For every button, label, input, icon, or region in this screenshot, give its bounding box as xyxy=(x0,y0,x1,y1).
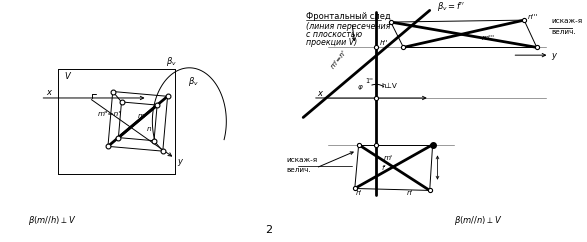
Text: m: m xyxy=(138,113,145,120)
Text: h⊥V: h⊥V xyxy=(382,83,398,89)
Text: 2: 2 xyxy=(265,225,273,235)
Text: велич.: велич. xyxy=(286,167,311,173)
Text: $\varphi$: $\varphi$ xyxy=(357,83,364,92)
Text: n': n' xyxy=(407,190,414,196)
Text: $\beta_v$: $\beta_v$ xyxy=(166,55,177,68)
Text: x: x xyxy=(46,88,50,97)
Text: m''': m''' xyxy=(481,35,495,41)
Text: m'=n': m'=n' xyxy=(330,49,348,69)
Text: y: y xyxy=(551,51,556,60)
Text: V: V xyxy=(65,72,70,81)
Text: x: x xyxy=(317,89,322,98)
Text: n''': n''' xyxy=(528,14,539,20)
Text: $\beta_v=f''$: $\beta_v=f''$ xyxy=(437,0,465,13)
Text: h': h' xyxy=(355,190,362,196)
Text: $\beta_v$: $\beta_v$ xyxy=(188,75,198,88)
Text: с плоскостью: с плоскостью xyxy=(306,30,362,39)
Text: $\beta(m//h)\perp V$: $\beta(m//h)\perp V$ xyxy=(28,214,76,227)
Text: y: y xyxy=(177,157,182,166)
Text: искаж-я: искаж-я xyxy=(286,157,318,163)
Text: $\beta(m//n)\perp V$: $\beta(m//n)\perp V$ xyxy=(454,214,502,227)
Text: проекции V): проекции V) xyxy=(306,38,357,47)
Text: искаж-я: искаж-я xyxy=(551,18,582,24)
Text: n: n xyxy=(147,126,152,132)
Text: h'': h'' xyxy=(380,39,388,45)
Text: велич.: велич. xyxy=(551,29,576,35)
Text: m': m' xyxy=(383,155,393,161)
Text: m"=n": m"=n" xyxy=(98,111,123,117)
Text: (линия пересечения: (линия пересечения xyxy=(306,23,390,31)
Text: 1'': 1'' xyxy=(366,78,373,84)
Text: f': f' xyxy=(382,165,386,171)
Text: Фронтальный след: Фронтальный след xyxy=(306,12,391,21)
